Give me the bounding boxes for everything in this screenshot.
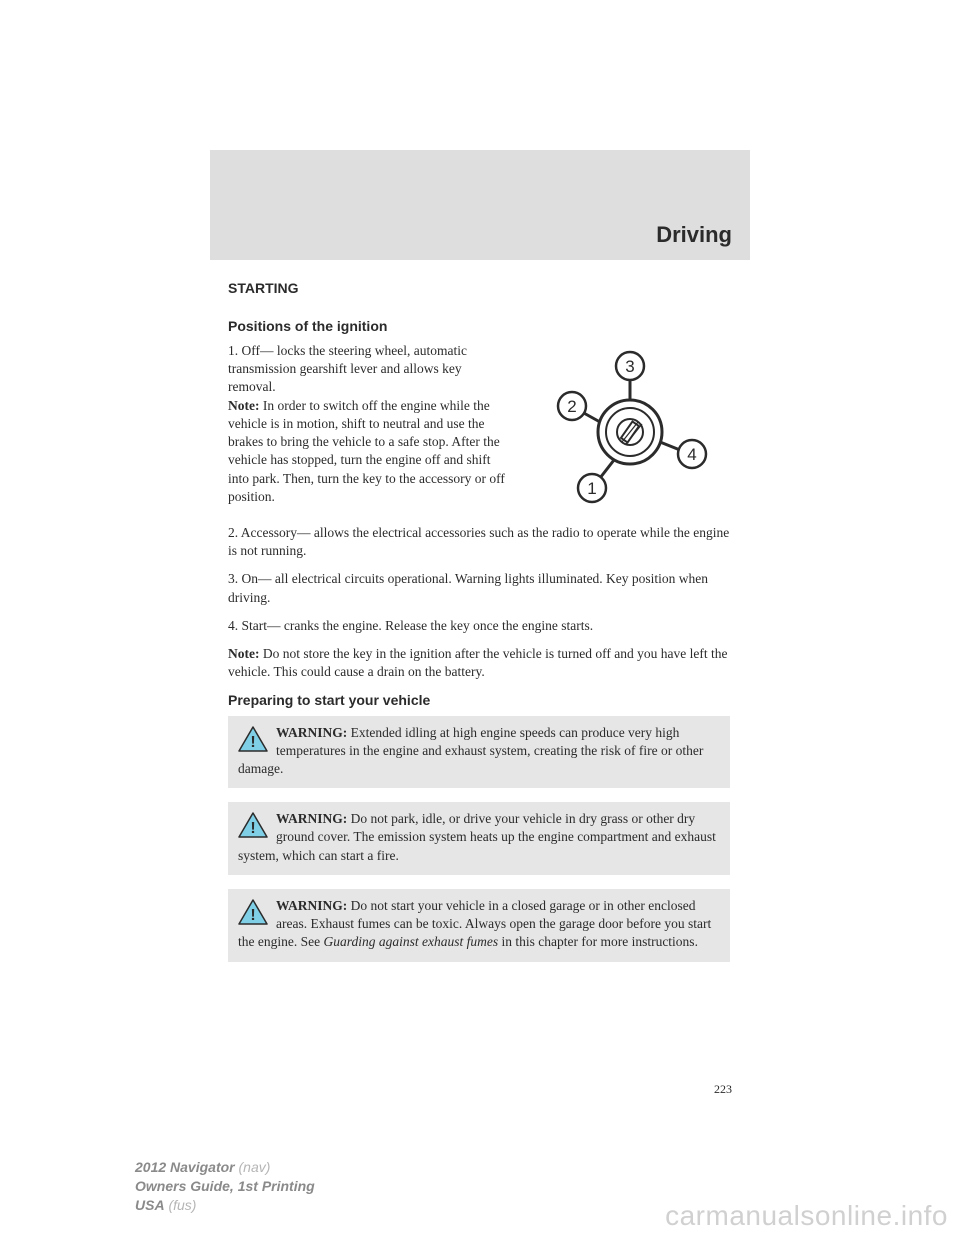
page-content: STARTING Positions of the ignition 1. Of… (228, 280, 730, 976)
warning-triangle-icon: ! (238, 899, 268, 925)
para1-prefix: 1. Off— locks the steering wheel, automa… (228, 343, 467, 394)
paragraph-5: Note: Do not store the key in the igniti… (228, 645, 730, 681)
warning-1-label: WARNING: (276, 725, 347, 740)
ignition-node-1: 1 (578, 474, 606, 502)
svg-text:!: ! (250, 820, 255, 837)
ignition-node-3: 3 (616, 352, 644, 380)
paragraph-4: 4. Start— cranks the engine. Release the… (228, 617, 730, 635)
warning-box-2: ! WARNING: Do not park, idle, or drive y… (228, 802, 730, 875)
preparing-heading: Preparing to start your vehicle (228, 692, 730, 708)
footer-l3-bold: USA (135, 1197, 165, 1213)
footer-l1-bold: 2012 Navigator (135, 1159, 235, 1175)
svg-text:3: 3 (625, 357, 634, 376)
svg-text:!: ! (250, 734, 255, 751)
warning-box-1: ! WARNING: Extended idling at high engin… (228, 716, 730, 789)
warning-triangle-icon: ! (238, 726, 268, 752)
manual-page: Driving STARTING Positions of the igniti… (0, 0, 960, 1242)
footer-line-2: Owners Guide, 1st Printing (135, 1177, 315, 1196)
para1-note-body: In order to switch off the engine while … (228, 398, 505, 504)
watermark-text: carmanualsonline.info (665, 1200, 948, 1232)
footer-l1-light: (nav) (235, 1159, 271, 1175)
page-number: 223 (714, 1082, 732, 1097)
para1-note-label: Note: (228, 398, 259, 413)
paragraph-3: 3. On— all electrical circuits operation… (228, 570, 730, 606)
warning-box-3: ! WARNING: Do not start your vehicle in … (228, 889, 730, 962)
ignition-node-4: 4 (678, 440, 706, 468)
svg-text:1: 1 (587, 479, 596, 498)
starting-heading: STARTING (228, 280, 730, 296)
warning-3-tail: in this chapter for more instructions. (498, 934, 698, 949)
svg-text:4: 4 (687, 445, 696, 464)
footer-line-3: USA (fus) (135, 1196, 315, 1215)
svg-text:!: ! (250, 907, 255, 924)
ignition-diagram: 3 2 4 1 (530, 342, 730, 512)
ignition-node-2: 2 (558, 392, 586, 420)
ignition-row: 1. Off— locks the steering wheel, automa… (228, 342, 730, 512)
footer-line-1: 2012 Navigator (nav) (135, 1158, 315, 1177)
para5-body: Do not store the key in the ignition aft… (228, 646, 727, 679)
warning-3-italic: Guarding against exhaust fumes (323, 934, 498, 949)
ignition-paragraph-1: 1. Off— locks the steering wheel, automa… (228, 342, 512, 512)
footer-block: 2012 Navigator (nav) Owners Guide, 1st P… (135, 1158, 315, 1215)
positions-heading: Positions of the ignition (228, 318, 730, 334)
section-title: Driving (656, 222, 732, 248)
footer-l2-bold: Owners Guide, 1st Printing (135, 1178, 315, 1194)
para5-label: Note: (228, 646, 259, 661)
warning-2-label: WARNING: (276, 811, 347, 826)
footer-l3-light: (fus) (165, 1197, 197, 1213)
warning-3-label: WARNING: (276, 898, 347, 913)
svg-text:2: 2 (567, 397, 576, 416)
paragraph-2: 2. Accessory— allows the electrical acce… (228, 524, 730, 560)
warning-triangle-icon: ! (238, 812, 268, 838)
